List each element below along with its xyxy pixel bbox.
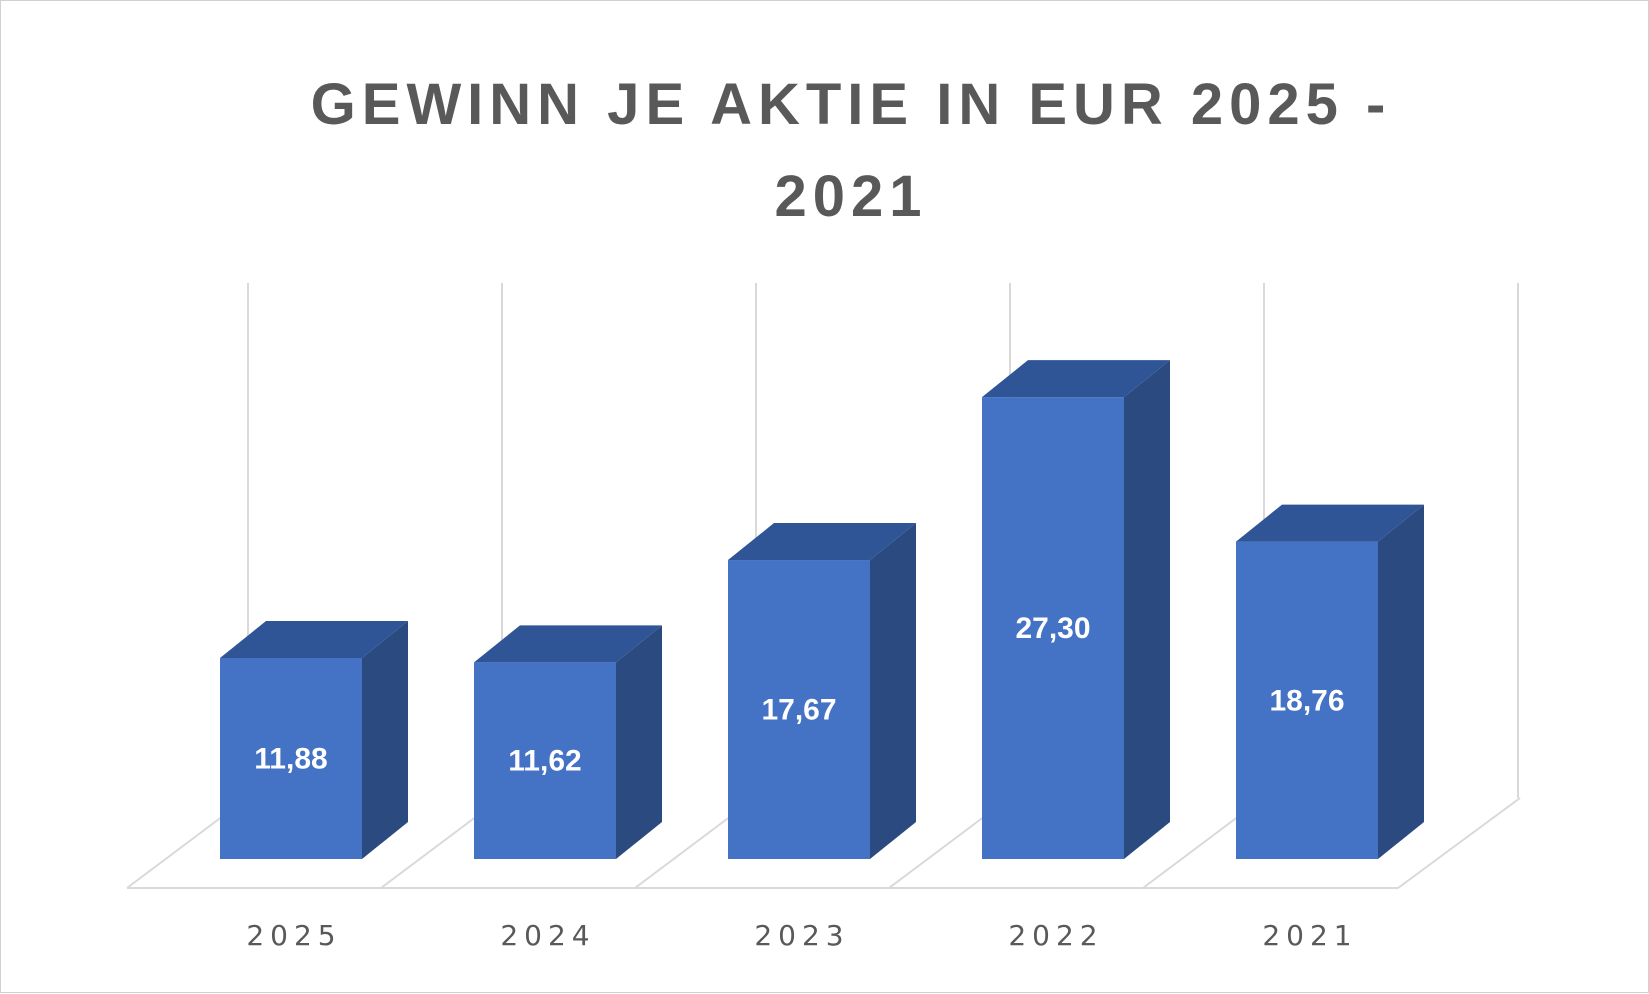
x-tick-label: 2024 — [500, 919, 595, 952]
bar-2025 — [220, 658, 362, 859]
bar-2023 — [728, 560, 870, 859]
bar-side — [870, 523, 916, 859]
bar-side — [616, 625, 662, 859]
floor-right-edge — [1397, 797, 1521, 889]
x-tick-label: 2022 — [1008, 919, 1103, 952]
data-label: 27,30 — [1015, 612, 1090, 645]
bar-2022 — [982, 397, 1124, 859]
chart-title: GEWINN JE AKTIE IN EUR 2025 - 2021 — [310, 72, 1392, 229]
bar-2021 — [1236, 541, 1378, 859]
data-label: 11,88 — [254, 743, 327, 776]
x-tick-label: 2023 — [754, 919, 849, 952]
bar-top — [1236, 504, 1424, 542]
data-label: 18,76 — [1269, 684, 1344, 717]
data-label: 17,67 — [761, 694, 836, 727]
labels: 11,88 2025 11,62 2024 17,67 2023 27,30 2022 18,7… — [246, 612, 1357, 952]
x-tick-label: 2025 — [246, 919, 341, 952]
bar-top — [220, 621, 408, 658]
bar-side — [1378, 504, 1424, 859]
data-label: 11,62 — [508, 745, 581, 778]
x-tick-label: 2021 — [1262, 919, 1357, 952]
bar-side — [362, 621, 408, 859]
bar-side — [1124, 360, 1170, 859]
bar-2024 — [474, 662, 616, 859]
bar-top — [982, 360, 1170, 398]
bar-top — [474, 625, 662, 663]
bars — [220, 360, 1424, 859]
bar-top — [728, 523, 916, 561]
